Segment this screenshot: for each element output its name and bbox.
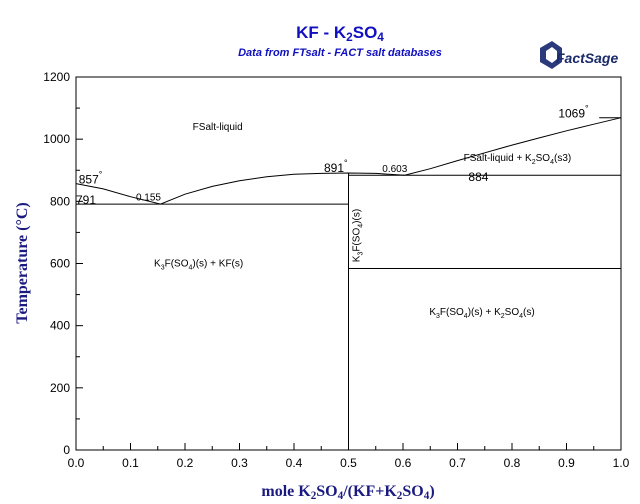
y-tick-label: 1200 bbox=[43, 70, 70, 84]
x-axis-label: mole K2​SO4​/(KF+K2​SO4​) bbox=[261, 483, 434, 502]
point-label: 857° bbox=[79, 170, 103, 187]
x-tick-label: 0.5 bbox=[340, 456, 357, 470]
x-tick-label: 0.9 bbox=[558, 456, 575, 470]
point-label: 0.603 bbox=[382, 164, 407, 175]
point-label: 884 bbox=[468, 170, 488, 184]
region-labels: FSalt-liquid FSalt-liquid + K2​SO4​(s3) K3… bbox=[154, 122, 571, 320]
logo-text: FactSage bbox=[556, 50, 618, 66]
y-tick-label: 400 bbox=[50, 319, 70, 333]
y-tick-label: 1000 bbox=[43, 132, 70, 146]
x-tick-label: 0.3 bbox=[231, 456, 248, 470]
chart-subtitle: Data from FTsalt - FACT salt databases bbox=[238, 47, 442, 59]
x-tick-label: 0.4 bbox=[286, 456, 303, 470]
region-label: FSalt-liquid + K2​SO4​(s3) bbox=[464, 153, 572, 166]
point-label: 0.155 bbox=[136, 193, 161, 204]
region-label: K3​F(SO4​)(s) + KF(s) bbox=[154, 259, 243, 272]
axis-ticks: 0.0 0.1 0.2 0.3 0.4 0.5 0.6 0.7 0.8 0.9 1.0 0 200 400… bbox=[43, 70, 629, 470]
point-label: 891° bbox=[324, 158, 348, 175]
point-label: 791 bbox=[76, 193, 96, 207]
annotations: 857° 791 0.155 891° 0.603 884 1069° bbox=[76, 103, 589, 207]
y-axis-label: Temperature (°C) bbox=[14, 202, 31, 323]
x-tick-label: 0.8 bbox=[504, 456, 521, 470]
x-tick-label: 1.0 bbox=[613, 456, 630, 470]
point-label: 1069° bbox=[558, 103, 589, 120]
series-lines bbox=[75, 117, 622, 450]
x-tick-label: 0.1 bbox=[122, 456, 139, 470]
chart-title: KF - K2​SO4​ bbox=[296, 23, 384, 44]
region-label: FSalt-liquid bbox=[193, 122, 243, 133]
factsage-logo: FactSage bbox=[540, 41, 618, 69]
x-tick-label: 0.2 bbox=[177, 456, 194, 470]
region-label: K3​F(SO4​)(s) bbox=[351, 209, 364, 262]
x-tick-label: 0.7 bbox=[449, 456, 466, 470]
logo-mark-icon bbox=[540, 41, 562, 69]
y-tick-label: 600 bbox=[50, 257, 70, 271]
x-tick-label: 0.6 bbox=[395, 456, 412, 470]
region-label: K3​F(SO4​)(s) + K2​SO4​(s) bbox=[429, 307, 534, 320]
y-tick-label: 800 bbox=[50, 194, 70, 208]
x-tick-label: 0.0 bbox=[68, 456, 85, 470]
y-tick-label: 0 bbox=[63, 443, 70, 457]
y-tick-label: 200 bbox=[50, 381, 70, 395]
